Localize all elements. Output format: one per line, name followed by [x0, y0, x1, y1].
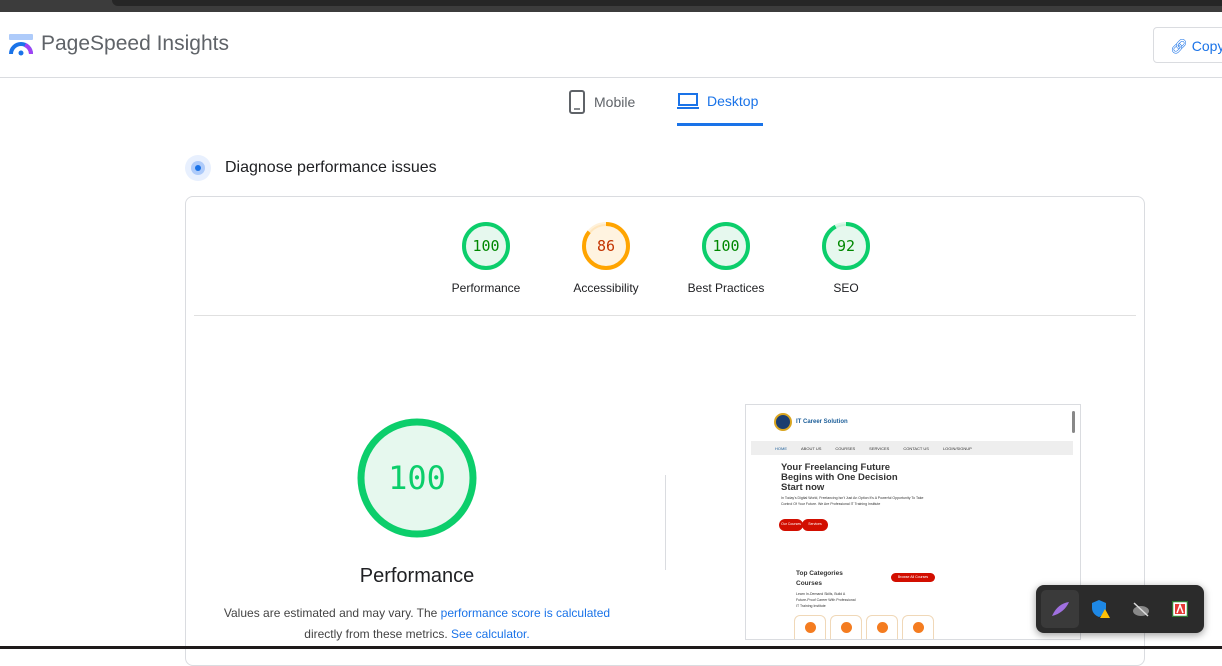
- report-card: 100 Performance 86 Accessibility 100 Bes…: [185, 196, 1145, 666]
- course-tile: [794, 615, 826, 639]
- pagespeed-logo-icon: [9, 34, 33, 56]
- score-label: Performance: [451, 281, 521, 295]
- vertical-divider: [665, 475, 666, 570]
- performance-score-gauge: 100: [357, 418, 477, 538]
- taskbar-edge: [0, 646, 1222, 649]
- score-value: 86: [597, 237, 615, 255]
- site-categories-title: Top Categories Courses: [796, 570, 843, 587]
- performance-score-value: 100: [388, 459, 446, 497]
- site-nav: HOME ABOUT US COURSES SERVICES CONTACT US LOG…: [751, 441, 1073, 455]
- section-title: Diagnose performance issues: [225, 159, 437, 176]
- feather-icon[interactable]: [1041, 590, 1079, 628]
- final-screenshot[interactable]: IT Career Solution HOME ABOUT US COURSES SE…: [745, 404, 1081, 640]
- course-tile: [830, 615, 862, 639]
- site-categories-text: Learn In-Demand Skills, Build A Future-P…: [796, 592, 856, 608]
- browser-top-bar: [0, 0, 1222, 12]
- score-ring: 100: [462, 222, 510, 270]
- see-calculator-link[interactable]: See calculator.: [450, 627, 530, 641]
- score-gauge-performance[interactable]: 100 Performance: [436, 221, 536, 295]
- score-value: 92: [837, 237, 855, 255]
- score-ring: 100: [702, 222, 750, 270]
- adobe-icon[interactable]: [1161, 590, 1199, 628]
- course-tile: [902, 615, 934, 639]
- divider: [194, 315, 1136, 316]
- laptop-icon: [677, 92, 699, 109]
- score-gauge-best-practices[interactable]: 100 Best Practices: [676, 221, 776, 295]
- site-button-courses: Our Courses: [779, 519, 803, 531]
- cloud-off-icon[interactable]: [1122, 590, 1160, 628]
- site-headline: Your Freelancing Future Begins with One …: [781, 462, 898, 493]
- site-paragraph: In Today's Digital World, Freelancing Is…: [781, 496, 924, 506]
- performance-score-link[interactable]: performance score is calculated: [440, 606, 611, 620]
- score-ring: 92: [822, 222, 870, 270]
- phone-icon: [569, 90, 585, 114]
- section-heading: Diagnose performance issues: [185, 155, 437, 181]
- app-title: PageSpeed Insights: [41, 32, 229, 55]
- course-tile: [866, 615, 898, 639]
- device-tabs: Mobile Desktop: [0, 78, 1222, 126]
- score-label: Best Practices: [687, 281, 765, 295]
- site-button-services: Services: [802, 519, 828, 531]
- score-gauge-seo[interactable]: 92 SEO: [796, 221, 896, 295]
- score-note: Values are estimated and may vary. The p…: [223, 606, 611, 641]
- score-value: 100: [712, 237, 739, 255]
- site-browse-button: Browse All Courses: [891, 573, 935, 582]
- tab-desktop[interactable]: Desktop: [677, 78, 763, 126]
- score-value: 100: [472, 237, 499, 255]
- score-ring: 86: [582, 222, 630, 270]
- score-gauge-accessibility[interactable]: 86 Accessibility: [556, 221, 656, 295]
- performance-title: Performance: [359, 565, 475, 587]
- score-label: SEO: [833, 281, 859, 295]
- diagnose-icon: [185, 155, 211, 181]
- header: PageSpeed Insights 🔗︎ Copy: [0, 12, 1222, 78]
- tab-mobile[interactable]: Mobile: [568, 78, 635, 126]
- score-label: Accessibility: [573, 281, 639, 295]
- defender-warning-icon[interactable]: [1082, 590, 1120, 628]
- site-brand: IT Career Solution: [774, 413, 848, 431]
- link-icon: 🔗︎: [1170, 38, 1188, 54]
- copy-link-button[interactable]: 🔗︎ Copy: [1153, 27, 1222, 63]
- system-tray-popup: [1036, 585, 1204, 633]
- screenshot-scrollbar: [1072, 411, 1075, 433]
